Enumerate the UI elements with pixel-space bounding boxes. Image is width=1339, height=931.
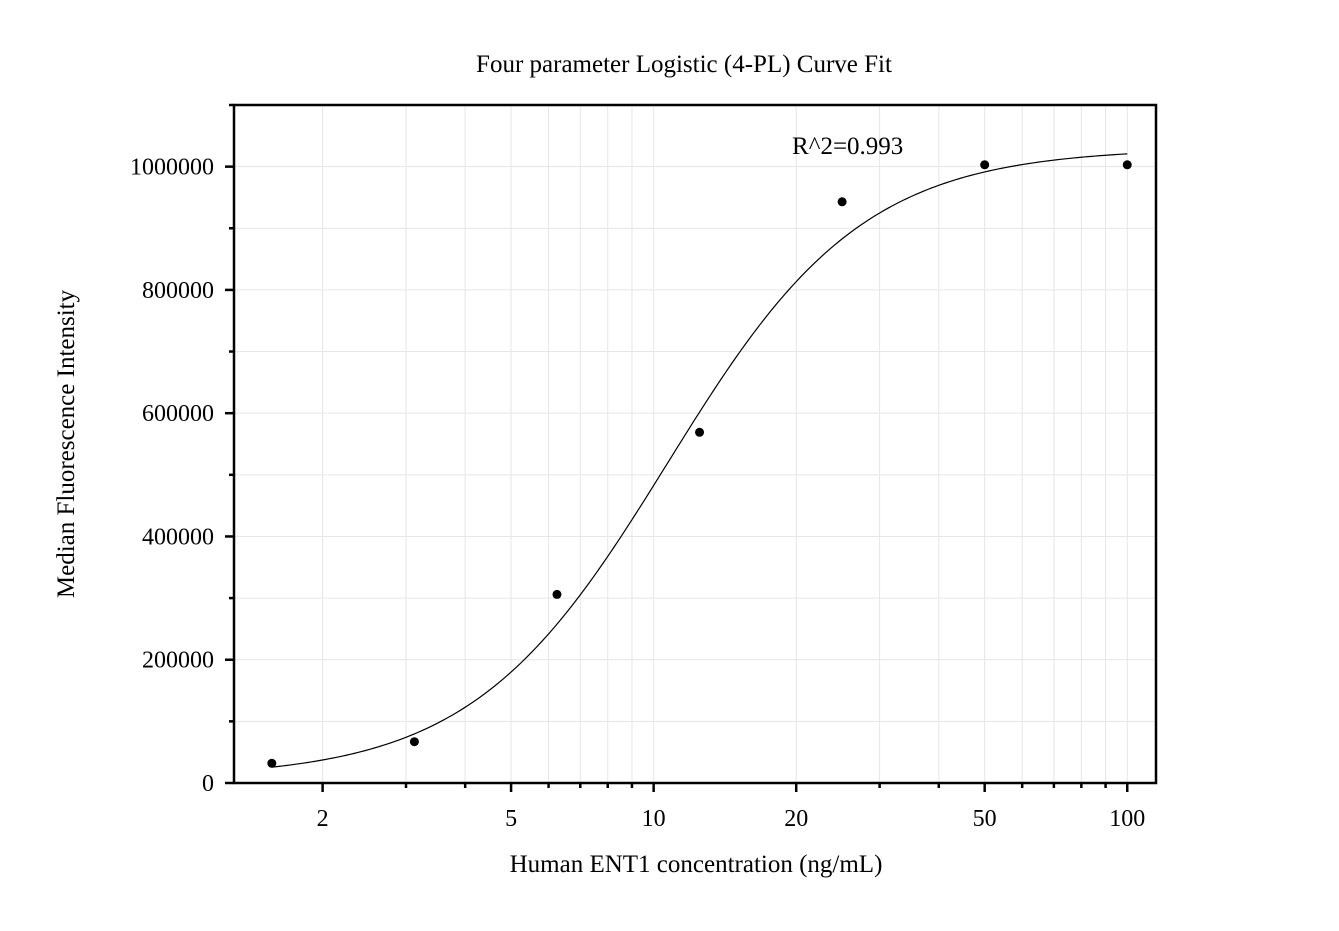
x-tick-label: 100	[1109, 806, 1145, 832]
r-squared-annotation: R^2=0.993	[792, 133, 903, 160]
y-tick-label: 0	[202, 771, 214, 797]
data-point	[552, 589, 562, 599]
y-tick-label: 400000	[142, 524, 214, 550]
data-point	[1122, 160, 1132, 170]
axis-ticks	[225, 103, 1129, 792]
y-tick-labels: 0 200000 400000 600000 800000 1000000	[130, 155, 214, 797]
grid	[234, 105, 1156, 783]
x-tick-labels: 2 5 10 20 50 100	[317, 806, 1146, 832]
data-point	[267, 758, 277, 768]
plot-frame	[232, 103, 1158, 785]
y-tick-label: 200000	[142, 648, 214, 674]
x-tick-label: 5	[505, 806, 517, 832]
data-point	[695, 427, 705, 437]
x-tick-label: 2	[317, 806, 329, 832]
data-point	[980, 160, 990, 170]
fit-curve	[271, 153, 1128, 768]
data-point	[837, 197, 847, 207]
x-tick-label: 10	[642, 806, 666, 832]
x-tick-label: 50	[973, 806, 997, 832]
x-axis-label: Human ENT1 concentration (ng/mL)	[510, 851, 883, 878]
data-points	[267, 160, 1132, 768]
y-tick-label: 600000	[142, 401, 214, 427]
data-point	[409, 737, 419, 747]
y-axis-label: Median Fluorescence Intensity	[53, 289, 80, 598]
x-tick-label: 20	[784, 806, 808, 832]
chart-title: Four parameter Logistic (4-PL) Curve Fit	[476, 51, 892, 78]
y-tick-label: 1000000	[130, 155, 214, 181]
y-tick-label: 800000	[142, 278, 214, 304]
